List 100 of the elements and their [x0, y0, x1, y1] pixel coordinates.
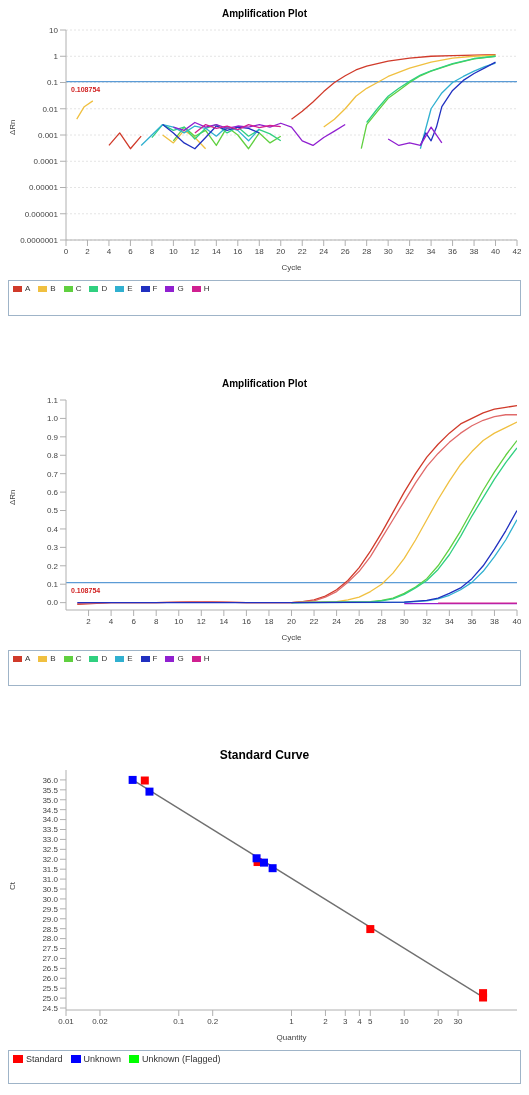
y-tick-label: 29.0 [42, 914, 59, 924]
x-tick-label: 6 [128, 246, 134, 256]
y-axis-title: ΔRn [7, 119, 17, 135]
y-tick-label: 36.0 [42, 775, 59, 785]
legend-label: E [126, 654, 133, 663]
y-tick-label: 0.1 [46, 78, 59, 88]
y-tick-label: 0.6 [46, 487, 59, 497]
y-tick-label: 0.0000001 [20, 235, 59, 245]
y-tick-label: 0.0001 [33, 157, 59, 167]
legend-label: C [74, 654, 82, 663]
x-tick-label: 24 [332, 616, 342, 626]
y-tick-label: 33.5 [42, 825, 59, 835]
legend-label: E [126, 284, 133, 293]
y-axis-title: Ct [7, 881, 17, 890]
x-tick-label: 20 [276, 246, 286, 256]
x-tick-label: 20 [287, 616, 297, 626]
legend-label: G [176, 284, 184, 293]
x-tick-label: 0.02 [92, 1016, 109, 1026]
legend-label: F [151, 654, 158, 663]
y-tick-label: 32.0 [42, 855, 59, 865]
x-tick-label: 2 [323, 1016, 329, 1026]
x-tick-label: 6 [131, 616, 137, 626]
x-tick-label: 32 [405, 246, 415, 256]
chart-title: Amplification Plot [221, 378, 308, 391]
x-axis-title: Cycle [281, 263, 303, 272]
y-tick-label: 1 [53, 52, 59, 62]
x-axis-title: Quantity [276, 1033, 307, 1042]
y-tick-label: 1.1 [46, 395, 59, 405]
y-tick-label: 34.5 [42, 805, 59, 815]
y-tick-label: 30.5 [42, 884, 59, 894]
y-tick-label: 0.3 [46, 543, 59, 553]
x-tick-label: 5 [368, 1016, 374, 1026]
x-tick-label: 28 [362, 246, 372, 256]
y-tick-label: 33.0 [42, 835, 59, 845]
x-tick-label: 22 [297, 246, 308, 256]
x-tick-label: 28 [377, 616, 387, 626]
x-tick-label: 2 [85, 246, 91, 256]
y-tick-label: 26.5 [42, 964, 59, 974]
legend-label: A [24, 654, 31, 663]
x-tick-label: 0.01 [58, 1016, 75, 1026]
x-tick-label: 30 [453, 1016, 464, 1026]
x-tick-label: 26 [354, 616, 365, 626]
x-tick-label: 16 [241, 616, 252, 626]
y-tick-label: 0.5 [46, 506, 59, 516]
y-tick-label: 31.0 [42, 874, 59, 884]
y-tick-label: 28.5 [42, 924, 59, 934]
x-tick-label: 22 [309, 616, 320, 626]
y-tick-label: 0.001 [37, 130, 59, 140]
x-tick-label: 38 [490, 616, 500, 626]
x-tick-label: 36 [467, 616, 477, 626]
x-tick-label: 10 [174, 616, 184, 626]
y-tick-label: 0.4 [46, 524, 59, 534]
x-tick-label: 3 [343, 1016, 349, 1026]
x-tick-label: 42 [512, 246, 522, 256]
y-tick-label: 10 [49, 25, 59, 35]
y-tick-label: 0.01 [42, 104, 59, 114]
y-tick-label: 34.0 [42, 815, 59, 825]
legend-label: D [100, 654, 108, 663]
legend-label: H [202, 284, 210, 293]
y-tick-label: 35.0 [42, 795, 59, 805]
x-tick-label: 0 [63, 246, 69, 256]
x-tick-label: 32 [422, 616, 432, 626]
y-tick-label: 30.0 [42, 894, 59, 904]
x-tick-label: 40 [491, 246, 501, 256]
x-tick-label: 16 [233, 246, 243, 256]
x-tick-label: 14 [219, 616, 229, 626]
x-tick-label: 0.1 [173, 1016, 185, 1026]
y-tick-label: 0.2 [46, 561, 59, 571]
y-tick-label: 25.5 [42, 984, 59, 994]
y-tick-label: 25.0 [42, 993, 59, 1003]
x-tick-label: 18 [264, 616, 274, 626]
legend-label: B [49, 284, 56, 293]
y-tick-label: 35.5 [42, 785, 59, 795]
y-tick-label: 27.0 [42, 954, 59, 964]
x-tick-label: 4 [108, 616, 114, 626]
x-tick-label: 14 [211, 246, 222, 256]
y-tick-label: 0.9 [46, 432, 59, 442]
x-tick-label: 26 [340, 246, 351, 256]
y-axis-title: ΔRn [7, 489, 17, 505]
x-tick-label: 30 [383, 246, 394, 256]
x-tick-label: 24 [319, 246, 329, 256]
y-tick-label: 27.5 [42, 944, 59, 954]
legend-label: G [176, 654, 184, 663]
legend-label: H [202, 654, 210, 663]
chart-title: Amplification Plot [221, 8, 308, 21]
legend-label: F [151, 284, 158, 293]
x-tick-label: 30 [399, 616, 410, 626]
x-tick-label: 8 [149, 246, 155, 256]
x-tick-label: 4 [357, 1016, 363, 1026]
x-tick-label: 8 [153, 616, 159, 626]
x-tick-label: 34 [426, 246, 437, 256]
y-tick-label: 28.0 [42, 934, 59, 944]
x-tick-label: 10 [399, 1016, 410, 1026]
x-tick-label: 12 [190, 246, 200, 256]
y-tick-label: 24.5 [42, 1003, 59, 1013]
x-tick-label: 2 [86, 616, 92, 626]
legend-label: Standard [25, 1054, 63, 1064]
legend-label: Unknown [82, 1054, 122, 1064]
x-tick-label: 18 [254, 246, 265, 256]
y-tick-label: 31.5 [42, 865, 59, 875]
